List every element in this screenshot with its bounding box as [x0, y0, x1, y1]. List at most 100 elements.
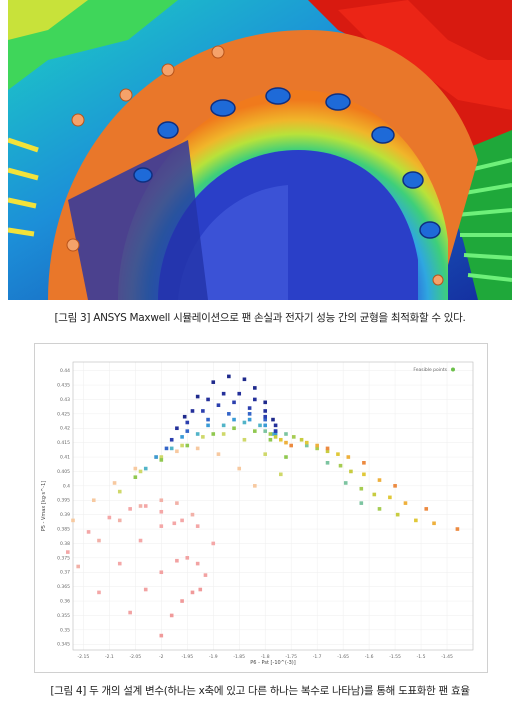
data-point	[133, 475, 138, 479]
data-point	[325, 461, 330, 465]
data-point	[247, 412, 252, 416]
data-point	[395, 512, 400, 517]
data-point	[253, 397, 257, 402]
data-point	[175, 449, 179, 454]
data-point	[336, 452, 340, 456]
data-point	[216, 452, 221, 456]
data-points	[66, 374, 460, 638]
data-point	[107, 515, 112, 520]
data-point	[185, 429, 190, 433]
data-point	[268, 437, 273, 442]
data-point	[175, 426, 179, 431]
y-tick-label: 0.41	[60, 455, 70, 461]
data-point	[190, 590, 195, 595]
data-point	[138, 504, 143, 508]
figure3-caption: [그림 3] ANSYS Maxwell 시뮬레이션으로 팬 손실과 전자기 성…	[54, 312, 466, 324]
data-point	[414, 518, 418, 523]
x-tick-labels: -2.15 -2.1 -2.05 -2 -1.95 -1.9 -1.85 -1.8 -1.75 -…	[78, 654, 453, 660]
data-point	[304, 443, 309, 448]
figure4-chart-frame: 0.345 0.35 0.355 0.36 0.365 0.37 0.375 0.38 0.38…	[34, 343, 488, 673]
y-tick-label: 0.355	[57, 613, 70, 619]
data-point	[325, 449, 330, 454]
data-point	[227, 412, 231, 416]
data-point	[180, 518, 184, 523]
data-point	[138, 538, 143, 543]
data-point	[159, 524, 164, 528]
data-point	[159, 633, 164, 638]
data-point	[242, 420, 247, 425]
data-point	[190, 409, 195, 413]
x-tick-label: -1.85	[233, 654, 245, 660]
data-point	[117, 489, 122, 494]
data-point	[128, 610, 132, 615]
data-point	[362, 472, 366, 477]
data-point	[175, 558, 179, 563]
data-point	[143, 587, 148, 592]
data-point	[201, 435, 205, 439]
data-point	[273, 432, 278, 436]
data-point	[76, 564, 80, 569]
data-point	[338, 463, 343, 468]
data-point	[258, 423, 262, 428]
data-point	[388, 495, 392, 500]
data-point	[271, 417, 275, 422]
data-point	[237, 391, 242, 396]
data-point	[263, 414, 268, 419]
data-point	[325, 446, 330, 451]
data-point	[284, 440, 288, 445]
data-point	[304, 440, 309, 445]
data-point	[346, 455, 351, 459]
data-point	[271, 432, 275, 436]
x-tick-label: -2	[159, 654, 164, 660]
data-point	[273, 435, 278, 439]
x-tick-label: -1.95	[181, 654, 193, 660]
data-point	[253, 484, 257, 488]
data-point	[180, 435, 184, 439]
data-point	[432, 521, 436, 526]
data-point	[180, 443, 184, 448]
data-point	[362, 461, 366, 465]
y-tick-label: 0.345	[57, 642, 70, 648]
data-point	[190, 512, 195, 517]
data-point	[315, 443, 319, 448]
data-point	[169, 446, 174, 451]
data-point	[455, 527, 460, 531]
data-point	[117, 518, 122, 523]
data-point	[268, 432, 273, 436]
x-tick-label: -1.5	[417, 654, 426, 660]
data-point	[315, 446, 319, 451]
data-point	[299, 437, 304, 442]
data-point	[112, 481, 117, 485]
data-point	[159, 458, 164, 462]
data-point	[216, 403, 221, 407]
y-tick-labels: 0.345 0.35 0.355 0.36 0.365 0.37 0.375 0.38 0.38…	[57, 368, 70, 648]
figure4-caption: [그림 4] 두 개의 설계 변수(하나는 x축에 있고 다른 하나는 복수로 …	[50, 685, 470, 697]
data-point	[159, 455, 164, 459]
data-point	[211, 541, 216, 546]
data-point	[232, 400, 236, 405]
data-point	[242, 437, 247, 442]
y-tick-label: 0.38	[60, 541, 70, 547]
legend: Feasible points	[413, 367, 455, 373]
x-tick-label: -1.75	[285, 654, 297, 660]
y-tick-label: 0.44	[60, 368, 70, 374]
data-point	[203, 573, 208, 577]
data-point	[424, 507, 429, 511]
data-point	[133, 466, 138, 471]
data-point	[263, 423, 268, 428]
data-point	[221, 432, 226, 436]
data-point	[159, 498, 164, 503]
data-point	[284, 455, 288, 459]
data-point	[221, 391, 226, 396]
x-tick-label: -2.05	[130, 654, 142, 660]
data-point	[273, 429, 278, 433]
data-point	[242, 377, 247, 382]
data-point	[143, 504, 148, 508]
data-point	[97, 590, 101, 595]
chart-grid	[73, 362, 473, 650]
data-point	[377, 507, 382, 511]
data-point	[284, 432, 288, 436]
data-point	[154, 455, 158, 459]
data-point	[359, 501, 364, 505]
x-axis-label: P6 - Pst [-10^(-3)]	[250, 660, 295, 666]
